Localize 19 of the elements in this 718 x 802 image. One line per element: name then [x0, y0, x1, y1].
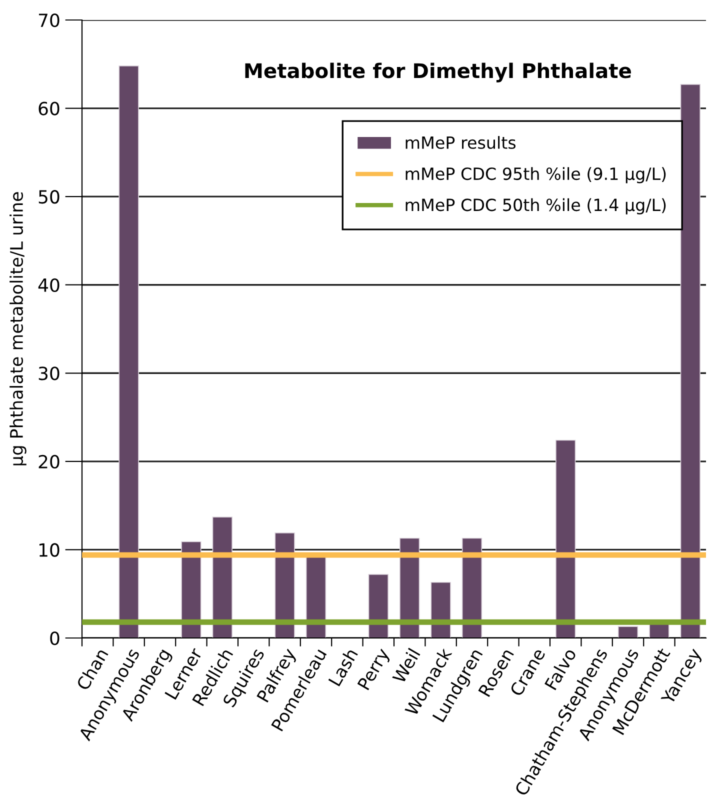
y-tick-label: 60	[38, 102, 60, 116]
bar	[556, 440, 576, 638]
y-tick-label: 70	[38, 13, 60, 28]
bar	[306, 556, 326, 638]
y-tick-label: 0	[50, 631, 60, 646]
y-tick-label: 30	[38, 366, 60, 380]
y-tick-label: 50	[38, 190, 60, 204]
y-axis-title: µg Phthalate metabolite/L urine	[10, 192, 26, 466]
bar	[118, 65, 139, 638]
legend-label: mMeP CDC 50th %ile (1.4 µg/L)	[406, 198, 666, 214]
y-tick-label: 10	[39, 543, 60, 557]
y-tick-label: 20	[38, 454, 60, 469]
legend-label: mMeP CDC 95th %ile (9.1 µg/L)	[406, 167, 666, 184]
bar	[618, 626, 638, 638]
text: Metabolite for Dimethyl Phthalate	[245, 62, 631, 82]
legend-label: mMeP results	[406, 136, 516, 149]
bar	[680, 84, 700, 638]
bar	[430, 582, 451, 638]
y-tick-label: 40	[38, 278, 60, 292]
